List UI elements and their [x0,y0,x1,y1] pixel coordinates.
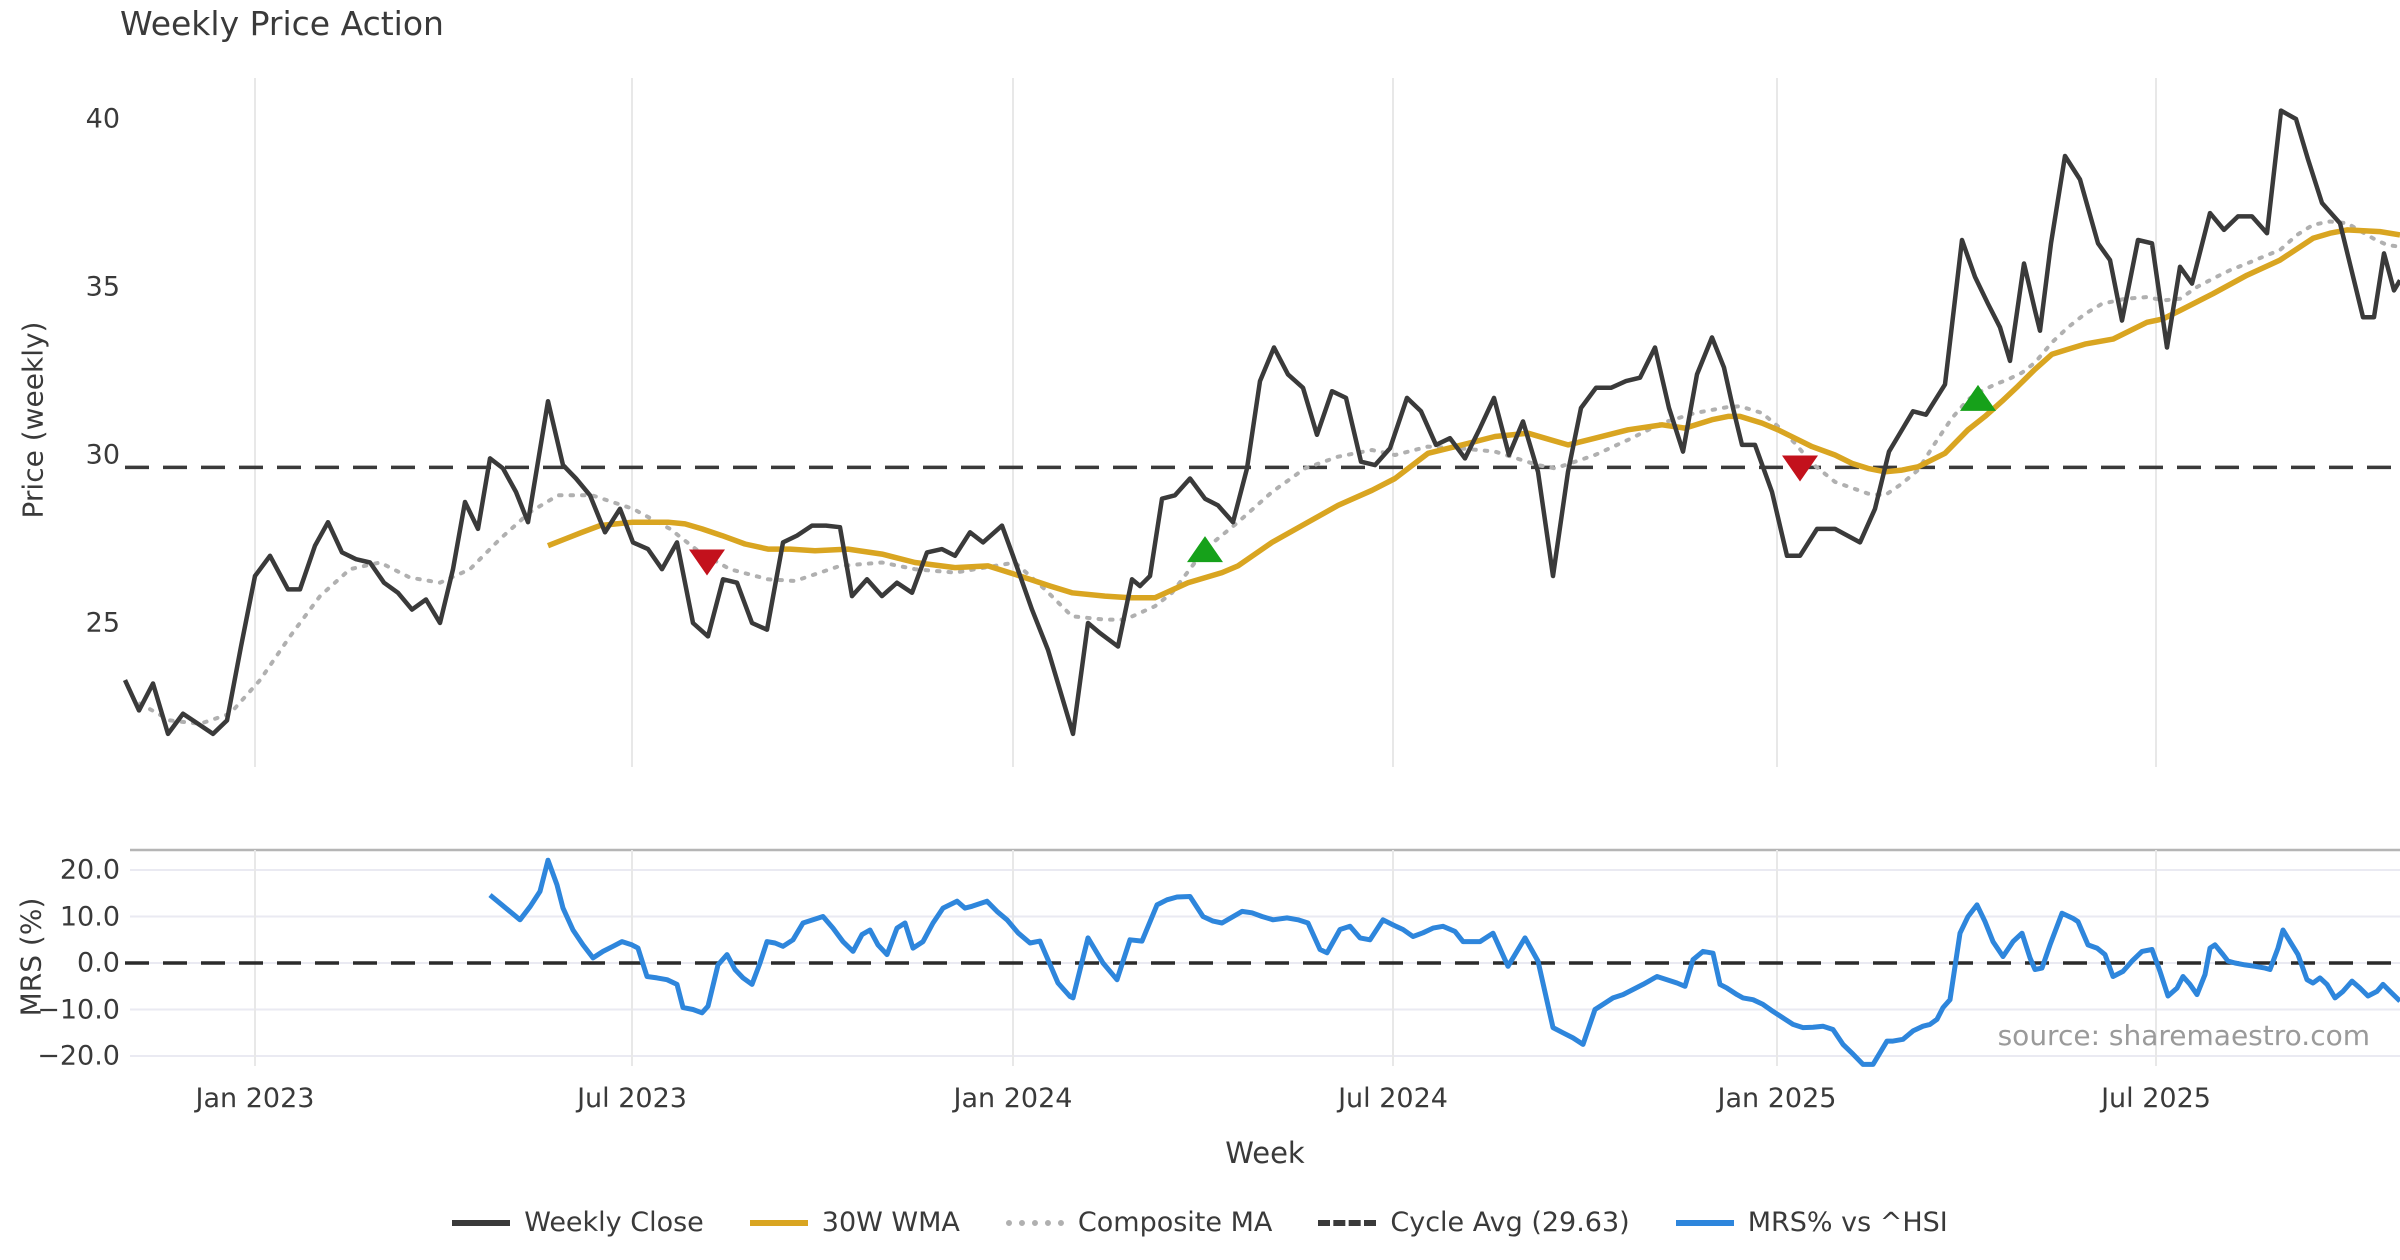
price-y-tick-label: 25 [85,607,120,639]
week-axis-title: Week [1225,1136,1305,1170]
sell-signal-marker [1782,455,1818,482]
page-title: Weekly Price Action [120,4,444,43]
x-tick-label: Jan 2024 [953,1083,1073,1114]
source-note: source: sharemaestro.com [1997,1019,2370,1052]
price-axis-title: Price (weekly) [16,321,50,519]
mrs-y-tick-label: 10.0 [59,901,120,932]
price-y-tick-label: 30 [85,439,120,471]
mrs-y-tick-label: −10.0 [37,994,120,1025]
legend-label: MRS% vs ^HSI [1747,1207,1948,1238]
x-tick-label: Jul 2023 [577,1083,687,1114]
legend-item-mrs-vs-hsi: MRS% vs ^HSI [1675,1207,1948,1238]
mrs-vs-hsi-line [488,857,2400,1067]
30w-wma-line [546,227,2400,601]
legend-label: 30W WMA [821,1207,960,1238]
legend-item-cycle-avg-29-63-: Cycle Avg (29.63) [1318,1207,1630,1238]
weekly-close-line [122,108,2400,737]
price-y-tick-label: 40 [85,103,120,135]
legend-line-sample [749,1219,808,1226]
sell-signal-marker [689,549,725,576]
x-tick-label: Jan 2023 [195,1083,315,1114]
x-tick-label: Jul 2024 [1338,1083,1448,1114]
legend-line-sample [1318,1219,1377,1226]
composite-ma-line [138,219,2400,726]
x-tick-label: Jul 2025 [2101,1083,2211,1114]
chart-legend: Weekly Close 30W WMA Composite MA Cycle Avg… [0,1207,2400,1238]
legend-label: Weekly Close [524,1207,704,1238]
mrs-y-tick-label: 0.0 [77,947,120,979]
legend-item-weekly-close: Weekly Close [452,1207,704,1238]
legend-item-30w-wma: 30W WMA [749,1207,960,1238]
legend-item-composite-ma: Composite MA [1005,1207,1273,1238]
legend-label: Cycle Avg (29.63) [1390,1207,1630,1238]
legend-line-sample [1675,1219,1734,1226]
legend-label: Composite MA [1077,1207,1273,1238]
price-y-tick-label: 35 [85,271,120,303]
legend-line-sample [452,1219,511,1226]
mrs-y-tick-label: −20.0 [37,1040,120,1072]
mrs-y-tick-label: 20.0 [59,854,120,886]
buy-signal-marker [1187,536,1223,563]
legend-line-sample [1005,1219,1064,1226]
buy-signal-marker [1960,384,1996,411]
x-tick-label: Jan 2025 [1717,1083,1837,1114]
